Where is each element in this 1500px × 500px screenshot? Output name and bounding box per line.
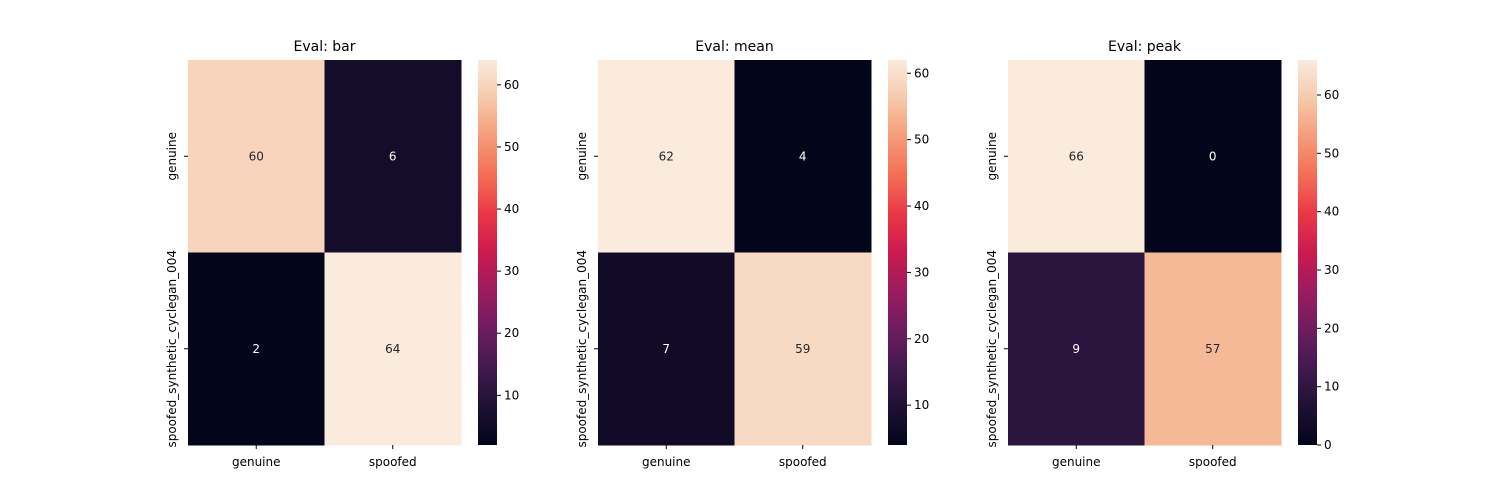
chart-title: Eval: peak (1108, 39, 1182, 55)
colorbar (478, 60, 497, 445)
chart-title: Eval: bar (294, 39, 356, 55)
x-tick-label: spoofed (779, 455, 827, 469)
cell-value-label: 64 (385, 342, 400, 356)
heatmap-cell (324, 252, 462, 446)
cell-value-label: 62 (659, 149, 674, 163)
heatmap-cell (598, 252, 735, 446)
colorbar-tick-label: 10 (914, 398, 929, 412)
cell-value-label: 60 (249, 149, 264, 163)
heatmap-cell (188, 252, 325, 446)
heatmap-cell (1144, 252, 1282, 446)
colorbar-tick-label: 30 (1324, 263, 1339, 277)
colorbar-tick-label: 0 (1324, 438, 1332, 452)
cell-value-label: 59 (795, 342, 810, 356)
x-tick-label: genuine (232, 455, 281, 469)
colorbar-tick-label: 30 (504, 264, 519, 278)
colorbar-tick-label: 30 (914, 265, 929, 279)
heatmap-cell (1008, 252, 1145, 446)
colorbar-tick-label: 60 (914, 66, 929, 80)
heatmap-cell (734, 60, 872, 253)
colorbar-tick-label: 50 (1324, 146, 1339, 160)
heatmap-cell (598, 60, 735, 253)
cell-value-label: 7 (662, 342, 670, 356)
colorbar-tick-label: 20 (914, 332, 929, 346)
colorbar (888, 60, 907, 445)
y-tick-label: spoofed_synthetic_cyclegan_004 (165, 250, 179, 448)
cell-value-label: 2 (252, 342, 260, 356)
heatmap-panel-3: Eval: peak 66 0 9 57 genuine spoofed genuine spo… (985, 39, 1339, 469)
y-tick-label: genuine (985, 132, 999, 181)
colorbar-tick-label: 50 (914, 133, 929, 147)
colorbar-tick-label: 50 (504, 140, 519, 154)
heatmap-panel-2: Eval: mean 62 4 7 59 genuine spoofed genuine spo… (575, 39, 929, 469)
heatmap-cell (1144, 60, 1282, 253)
colorbar-tick-label: 20 (1324, 321, 1339, 335)
x-tick-label: genuine (1052, 455, 1101, 469)
y-tick-label: genuine (575, 132, 589, 181)
colorbar-tick-label: 20 (504, 326, 519, 340)
chart-title: Eval: mean (695, 39, 773, 55)
cell-value-label: 6 (389, 149, 397, 163)
colorbar-tick-label: 40 (914, 199, 929, 213)
cell-value-label: 4 (799, 149, 807, 163)
x-tick-label: spoofed (1189, 455, 1237, 469)
cell-value-label: 57 (1205, 342, 1220, 356)
heatmap-cell (324, 60, 462, 253)
cell-value-label: 0 (1209, 149, 1217, 163)
colorbar-tick-label: 10 (1324, 380, 1339, 394)
heatmap-cell (734, 252, 872, 446)
colorbar-tick-label: 10 (504, 388, 519, 402)
colorbar-tick-label: 60 (504, 78, 519, 92)
y-tick-label: spoofed_synthetic_cyclegan_004 (985, 250, 999, 448)
y-tick-label: spoofed_synthetic_cyclegan_004 (575, 250, 589, 448)
colorbar-tick-label: 60 (1324, 88, 1339, 102)
x-tick-label: genuine (642, 455, 691, 469)
colorbar (1298, 60, 1317, 445)
cell-value-label: 66 (1069, 149, 1084, 163)
heatmap-cell (188, 60, 325, 253)
x-tick-label: spoofed (369, 455, 417, 469)
colorbar-tick-label: 40 (504, 202, 519, 216)
colorbar-tick-label: 40 (1324, 205, 1339, 219)
y-tick-label: genuine (165, 132, 179, 181)
cell-value-label: 9 (1072, 342, 1080, 356)
heatmap-cell (1008, 60, 1145, 253)
